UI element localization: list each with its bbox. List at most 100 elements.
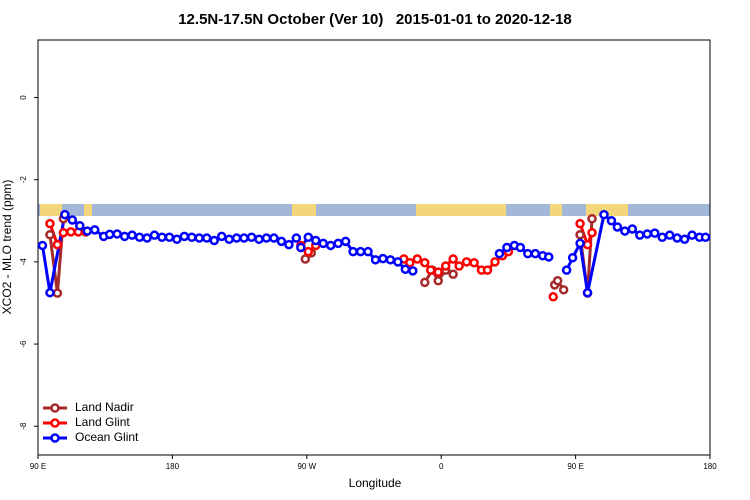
data-point: [201, 233, 212, 243]
data-point: [127, 230, 137, 240]
data-point: [494, 248, 505, 259]
x-axis-label: Longitude: [349, 476, 402, 490]
data-point: [355, 246, 366, 257]
data-point: [67, 215, 78, 225]
data-point: [112, 229, 122, 239]
data-point: [104, 229, 115, 240]
data-point: [45, 230, 55, 240]
data-point: [239, 233, 249, 243]
data-point: [246, 232, 257, 242]
data-point: [75, 220, 85, 231]
data-point: [582, 287, 593, 298]
data-point: [687, 230, 697, 240]
y-tick-label: -2: [19, 176, 28, 184]
data-point: [52, 288, 63, 298]
data-point: [599, 209, 609, 220]
data-point: [567, 253, 578, 263]
legend-label: Ocean Glint: [75, 430, 139, 444]
data-point: [303, 246, 314, 257]
data-point: [448, 254, 458, 264]
y-axis-label: XCO2 - MLO trend (ppm): [0, 180, 14, 315]
data-point: [119, 231, 130, 242]
data-point: [58, 227, 69, 238]
data-point: [461, 257, 472, 267]
y-tick-label: -8: [19, 422, 28, 430]
land-mask-band: [38, 204, 710, 216]
data-point: [340, 236, 351, 247]
data-point: [548, 292, 558, 302]
data-point: [378, 253, 388, 264]
data-point: [385, 255, 396, 265]
data-point: [515, 242, 526, 253]
data-point: [216, 231, 227, 242]
data-point: [405, 257, 415, 268]
legend-marker: [50, 433, 60, 443]
data-point: [672, 233, 682, 243]
data-point: [433, 267, 443, 277]
data-point: [291, 233, 302, 243]
data-point: [134, 232, 145, 242]
data-point: [66, 227, 76, 237]
data-point: [425, 265, 436, 275]
data-point: [45, 287, 55, 298]
data-point: [269, 233, 279, 243]
data-point: [194, 233, 205, 243]
data-point: [60, 209, 70, 220]
data-point: [552, 276, 563, 286]
data-point: [454, 261, 464, 271]
data-point: [370, 255, 381, 265]
data-point: [582, 239, 593, 250]
series-line: [48, 218, 594, 294]
x-tick-label: 180: [703, 462, 717, 471]
x-tick-label: 90 W: [297, 462, 316, 471]
data-point: [575, 238, 585, 249]
x-tick-label: 0: [439, 462, 444, 471]
x-tick-label: 90 E: [567, 462, 583, 471]
data-point: [363, 246, 373, 257]
data-point: [620, 226, 630, 236]
data-point: [700, 232, 711, 242]
x-tick-label: 90 E: [30, 462, 46, 471]
data-point: [82, 226, 93, 236]
data-point: [276, 236, 287, 247]
data-point: [530, 248, 541, 259]
data-point: [325, 240, 336, 251]
data-point: [635, 230, 645, 240]
data-point: [587, 227, 597, 238]
data-point: [543, 252, 554, 262]
data-point: [606, 216, 617, 226]
data-point: [612, 222, 623, 232]
y-tick-label: -6: [19, 340, 28, 348]
legend-label: Land Nadir: [75, 400, 134, 414]
data-point: [502, 242, 512, 253]
data-point: [172, 234, 182, 245]
data-point: [587, 213, 597, 224]
data-point: [224, 234, 234, 245]
x-tick-label: 180: [166, 462, 180, 471]
data-point: [664, 230, 675, 240]
data-point: [440, 261, 451, 271]
data-point: [420, 257, 430, 268]
plot-frame: [37, 39, 711, 456]
data-point: [284, 239, 294, 250]
data-point: [523, 248, 533, 259]
data-point: [209, 235, 219, 246]
data-point: [433, 276, 443, 286]
data-point: [348, 246, 358, 257]
data-point: [561, 265, 572, 275]
data-point: [400, 264, 411, 275]
data-point: [642, 229, 653, 239]
data-point: [679, 234, 690, 245]
y-tick-label: 0: [19, 95, 28, 100]
data-point: [558, 285, 569, 295]
data-point: [575, 230, 585, 240]
data-point: [149, 230, 160, 240]
legend-marker: [50, 418, 60, 428]
data-point: [164, 232, 175, 242]
data-point: [296, 242, 306, 253]
data-point: [657, 232, 667, 242]
data-point: [482, 265, 493, 275]
legend-label: Land Glint: [75, 415, 130, 429]
data-point: [448, 269, 458, 279]
